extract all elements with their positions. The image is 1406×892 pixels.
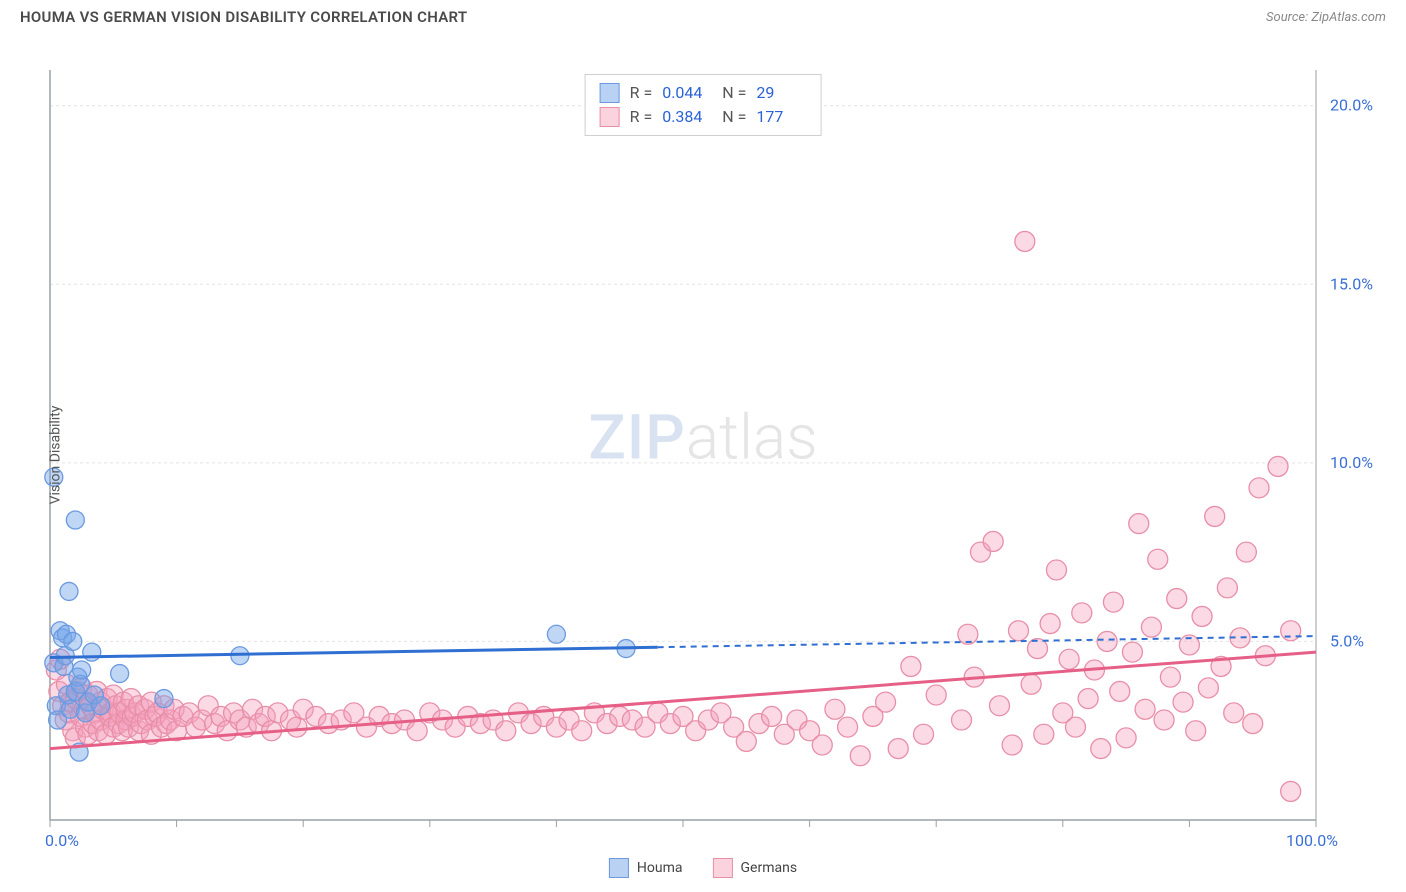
germans-swatch — [600, 107, 620, 127]
legend-row-germans: R = 0.384 N = 177 — [600, 105, 807, 129]
germans-r-value: 0.384 — [662, 105, 712, 129]
n-label: N = — [722, 105, 746, 129]
houma-swatch-icon — [609, 858, 629, 878]
bottom-legend-germans: Germans — [713, 858, 798, 878]
houma-label: Houma — [637, 860, 683, 876]
houma-n-value: 29 — [756, 81, 806, 105]
germans-label: Germans — [741, 860, 798, 876]
svg-text:20.0%: 20.0% — [1330, 96, 1373, 115]
germans-swatch-icon — [713, 858, 733, 878]
r-label: R = — [630, 105, 653, 129]
source-label: Source: ZipAtlas.com — [1266, 10, 1386, 25]
houma-swatch — [600, 83, 620, 103]
svg-text:10.0%: 10.0% — [1330, 453, 1373, 472]
y-axis-label: Vision Disability — [47, 406, 63, 505]
germans-n-value: 177 — [756, 105, 806, 129]
svg-text:100.0%: 100.0% — [1286, 831, 1338, 850]
svg-text:15.0%: 15.0% — [1330, 274, 1373, 293]
stats-legend: R = 0.044 N = 29 R = 0.384 N = 177 — [585, 74, 822, 136]
n-label: N = — [722, 81, 746, 105]
scatter-chart: 5.0% 10.0% 15.0% 20.0% 0.0% 100.0% — [0, 30, 1406, 880]
chart-title: HOUMA VS GERMAN VISION DISABILITY CORREL… — [20, 8, 467, 26]
r-label: R = — [630, 81, 653, 105]
houma-r-value: 0.044 — [662, 81, 712, 105]
bottom-legend: Houma Germans — [609, 858, 797, 878]
svg-text:5.0%: 5.0% — [1330, 631, 1364, 650]
legend-row-houma: R = 0.044 N = 29 — [600, 81, 807, 105]
chart-area: Vision Disability 5.0% 10.0% 15.0% 20.0% 0.0… — [0, 30, 1406, 880]
bottom-legend-houma: Houma — [609, 858, 683, 878]
svg-text:0.0%: 0.0% — [45, 831, 79, 850]
